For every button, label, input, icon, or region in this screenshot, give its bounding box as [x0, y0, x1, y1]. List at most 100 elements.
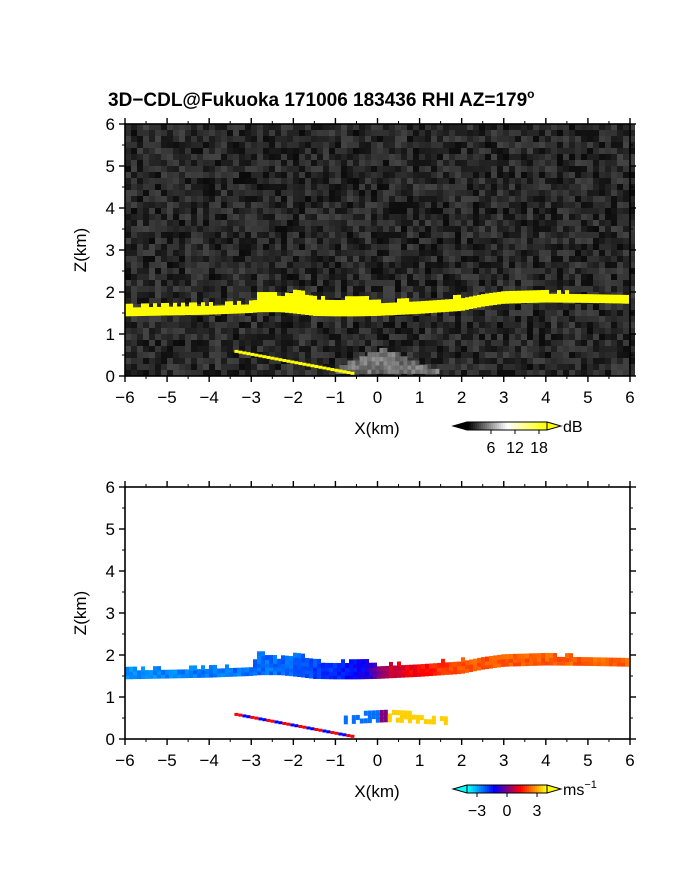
snr-noise-cell	[623, 130, 629, 136]
snr-noise-cell	[179, 346, 185, 352]
snr-layer-cell	[201, 309, 205, 315]
snr-noise-cell	[221, 346, 227, 352]
snr-noise-cell	[353, 208, 359, 214]
snr-noise-cell	[209, 220, 215, 226]
snr-layer-cell	[581, 294, 585, 300]
snr-noise-cell	[539, 358, 545, 364]
snr-noise-cell	[317, 346, 323, 352]
snr-noise-cell	[485, 172, 491, 178]
snr-layer-cell	[293, 293, 297, 299]
snr-noise-cell	[599, 172, 605, 178]
velocity-layer-cell	[433, 666, 437, 672]
snr-layer-cell	[269, 292, 273, 298]
snr-ground-echo-cell	[375, 368, 380, 374]
snr-noise-cell	[629, 322, 635, 328]
snr-noise-cell	[239, 160, 245, 166]
snr-noise-cell	[173, 226, 179, 232]
snr-noise-cell	[455, 352, 461, 358]
snr-noise-cell	[599, 208, 605, 214]
snr-layer-cell	[321, 295, 325, 301]
velocity-layer-cell	[209, 672, 213, 678]
snr-noise-cell	[179, 166, 185, 172]
snr-noise-cell	[245, 340, 251, 346]
snr-noise-cell	[329, 286, 335, 292]
snr-noise-cell	[137, 364, 143, 370]
snr-noise-cell	[263, 232, 269, 238]
snr-noise-cell	[509, 154, 515, 160]
snr-noise-cell	[209, 166, 215, 172]
snr-noise-cell	[545, 166, 551, 172]
snr-noise-cell	[293, 136, 299, 142]
snr-noise-cell	[605, 226, 611, 232]
snr-layer-cell	[473, 303, 477, 309]
snr-noise-cell	[407, 178, 413, 184]
snr-noise-cell	[443, 190, 449, 196]
snr-noise-cell	[191, 262, 197, 268]
snr-layer-cell	[273, 292, 277, 298]
snr-streak-cell	[318, 365, 323, 369]
snr-noise-cell	[599, 148, 605, 154]
snr-noise-cell	[263, 286, 269, 292]
velocity-layer-cell	[417, 671, 421, 677]
snr-noise-cell	[479, 226, 485, 232]
velocity-layer-cell	[341, 663, 345, 669]
snr-noise-cell	[353, 268, 359, 274]
snr-noise-cell	[317, 154, 323, 160]
snr-noise-cell	[611, 226, 617, 232]
snr-noise-cell	[347, 172, 353, 178]
snr-noise-cell	[521, 274, 527, 280]
snr-layer-cell	[225, 305, 229, 311]
velocity-layer-cell	[357, 666, 361, 672]
snr-ground-echo-cell	[375, 356, 380, 362]
snr-noise-cell	[287, 346, 293, 352]
snr-noise-cell	[131, 136, 137, 142]
snr-noise-cell	[359, 202, 365, 208]
velocity-streak-cell	[278, 721, 283, 725]
snr-noise-cell	[629, 298, 635, 304]
snr-noise-cell	[431, 364, 437, 370]
snr-noise-cell	[143, 250, 149, 256]
snr-noise-cell	[233, 178, 239, 184]
snr-noise-cell	[533, 142, 539, 148]
snr-noise-cell	[539, 256, 545, 262]
snr-noise-cell	[155, 226, 161, 232]
snr-noise-cell	[401, 184, 407, 190]
snr-noise-cell	[515, 148, 521, 154]
snr-noise-cell	[191, 226, 197, 232]
snr-noise-cell	[605, 310, 611, 316]
snr-noise-cell	[287, 160, 293, 166]
snr-noise-cell	[341, 358, 347, 364]
snr-noise-cell	[173, 340, 179, 346]
snr-ground-echo-cell	[355, 368, 360, 374]
snr-layer-cell	[529, 297, 533, 303]
velocity-streak-cell	[318, 728, 323, 732]
snr-noise-cell	[569, 238, 575, 244]
velocity-layer-cell	[321, 662, 325, 668]
snr-noise-cell	[131, 304, 137, 310]
snr-noise-cell	[557, 262, 563, 268]
snr-noise-cell	[149, 202, 155, 208]
snr-noise-cell	[563, 202, 569, 208]
snr-noise-cell	[191, 280, 197, 286]
snr-noise-cell	[239, 130, 245, 136]
velocity-layer-cell	[365, 670, 369, 676]
snr-noise-cell	[401, 178, 407, 184]
snr-noise-cell	[479, 214, 485, 220]
snr-noise-cell	[413, 280, 419, 286]
snr-noise-cell	[491, 352, 497, 358]
snr-noise-cell	[395, 238, 401, 244]
snr-noise-cell	[329, 292, 335, 298]
snr-noise-cell	[245, 286, 251, 292]
snr-noise-cell	[233, 280, 239, 286]
snr-noise-cell	[209, 262, 215, 268]
snr-noise-cell	[227, 250, 233, 256]
snr-noise-cell	[401, 274, 407, 280]
velocity-layer-cell	[309, 669, 313, 675]
snr-layer-cell	[545, 289, 549, 295]
snr-noise-cell	[527, 232, 533, 238]
snr-streak-cell	[282, 358, 287, 362]
snr-noise-cell	[365, 346, 371, 352]
snr-noise-cell	[275, 358, 281, 364]
velocity-layer-cell	[329, 666, 333, 672]
snr-noise-cell	[509, 262, 515, 268]
